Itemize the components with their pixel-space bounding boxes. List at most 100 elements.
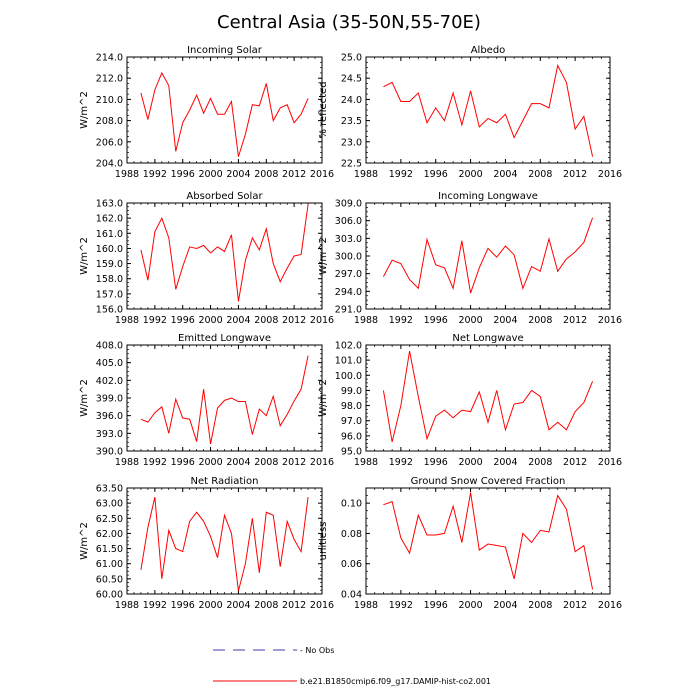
panel-net-longwave-xtick-label: 1992 — [389, 457, 413, 468]
figure-title: Central Asia (35-50N,55-70E) — [217, 12, 481, 33]
panel-emitted-longwave-ytick-label: 396.0 — [96, 411, 123, 422]
panel-absorbed-solar-frame — [126, 202, 323, 310]
panel-albedo-frame — [365, 56, 611, 164]
panel-emitted-longwave-series-line — [140, 355, 309, 445]
panel-incoming-longwave-xtick-label: 2016 — [598, 315, 622, 326]
panel-absorbed-solar: Absorbed Solar W/m^2 1988 1992 1996 2000 2004 2… — [79, 191, 334, 326]
panel-incoming-solar-xtick-label: 1996 — [171, 169, 195, 180]
panel-ground-snow-covered-fraction-ytick-label: 0.10 — [341, 499, 362, 510]
panel-albedo-xtick-label: 2004 — [493, 169, 517, 180]
panel-absorbed-solar-title: Absorbed Solar — [186, 191, 263, 202]
panel-albedo-ytick-label: 23.5 — [341, 116, 362, 127]
panel-emitted-longwave-ytick-label: 408.0 — [96, 341, 123, 352]
panel-incoming-solar-ylabel: W/m^2 — [79, 91, 90, 129]
panel-incoming-longwave-series-line — [382, 217, 594, 294]
panel-incoming-solar-ytick-label: 206.0 — [96, 137, 123, 148]
panel-emitted-longwave: Emitted Longwave W/m^2 1988 1992 1996 2000 200… — [79, 333, 334, 468]
panel-albedo-xtick-label: 2008 — [528, 169, 552, 180]
panel-albedo-ytick-label: 24.0 — [341, 95, 362, 106]
panel-ground-snow-covered-fraction-title: Ground Snow Covered Fraction — [411, 476, 566, 487]
panel-albedo-xtick-label: 2016 — [598, 169, 622, 180]
panel-net-radiation: Net Radiation W/m^2 1988 1992 1996 2000 2004 20… — [79, 476, 334, 611]
panel-incoming-solar-frame — [126, 56, 323, 164]
panel-incoming-longwave-xtick-label: 2008 — [528, 315, 552, 326]
panel-emitted-longwave-title: Emitted Longwave — [178, 333, 271, 344]
panel-ground-snow-covered-fraction-xtick-label: 1988 — [354, 600, 378, 611]
panel-emitted-longwave-xtick-label: 2016 — [310, 457, 334, 468]
panel-net-longwave-xtick-label: 2016 — [598, 457, 622, 468]
panel-net-radiation-ytick-label: 62.00 — [96, 529, 123, 540]
panel-net-longwave-ytick-label: 102.0 — [335, 341, 362, 352]
panel-albedo-title: Albedo — [471, 45, 506, 56]
panel-absorbed-solar-xtick-label: 2016 — [310, 315, 334, 326]
panel-incoming-longwave-ytick-label: 297.0 — [335, 269, 362, 280]
panel-incoming-solar-ytick-label: 208.0 — [96, 116, 123, 127]
panel-emitted-longwave-xtick-label: 2000 — [198, 457, 222, 468]
panel-absorbed-solar-xtick-label: 2008 — [254, 315, 278, 326]
panel-net-radiation-ytick-label: 63.00 — [96, 499, 123, 510]
panel-ground-snow-covered-fraction-series-line — [383, 492, 594, 590]
panel-ground-snow-covered-fraction-xtick-label: 2008 — [528, 600, 552, 611]
panel-incoming-longwave: Incoming Longwave W/m^2 1988 1992 1996 2000 20… — [318, 191, 622, 326]
panel-emitted-longwave-xtick-label: 1988 — [115, 457, 139, 468]
panel-net-longwave: Net Longwave W/m^2 1988 1992 1996 2000 2004 200… — [318, 333, 622, 468]
panel-ground-snow-covered-fraction-ytick-label: 0.06 — [341, 559, 362, 570]
panel-absorbed-solar-xtick-label: 2000 — [198, 315, 222, 326]
panel-incoming-longwave-ytick-label: 291.0 — [335, 305, 362, 316]
panel-net-radiation-xtick-label: 2008 — [254, 600, 278, 611]
panel-incoming-longwave-xtick-label: 1992 — [389, 315, 413, 326]
panel-ground-snow-covered-fraction-xtick-label: 2016 — [598, 600, 622, 611]
panel-incoming-solar-xtick-label: 2004 — [226, 169, 250, 180]
panel-emitted-longwave-ytick-label: 405.0 — [96, 358, 123, 369]
panel-ground-snow-covered-fraction-ytick-label: 0.08 — [341, 529, 362, 540]
panel-incoming-solar-xtick-label: 1988 — [115, 169, 139, 180]
panel-incoming-solar-ytick-label: 204.0 — [96, 159, 123, 170]
panel-net-radiation-ytick-label: 60.50 — [96, 574, 123, 585]
panel-net-radiation-frame — [126, 487, 323, 595]
panel-incoming-longwave-title: Incoming Longwave — [438, 191, 538, 202]
panel-ground-snow-covered-fraction-xtick-label: 1992 — [389, 600, 413, 611]
panel-absorbed-solar-ytick-label: 163.0 — [96, 199, 123, 210]
panel-emitted-longwave-xtick-label: 1992 — [143, 457, 167, 468]
panel-net-longwave-frame — [365, 344, 611, 452]
panel-absorbed-solar-ytick-label: 161.0 — [96, 229, 123, 240]
panel-emitted-longwave-xtick-label: 1996 — [171, 457, 195, 468]
panel-net-radiation-xtick-label: 2012 — [282, 600, 306, 611]
panel-net-radiation-xtick-label: 1988 — [115, 600, 139, 611]
panel-net-longwave-xtick-label: 2008 — [528, 457, 552, 468]
panel-emitted-longwave-ytick-label: 390.0 — [96, 447, 123, 458]
panel-net-longwave-ytick-label: 100.0 — [335, 371, 362, 382]
panel-absorbed-solar-ytick-label: 162.0 — [96, 214, 123, 225]
panel-net-longwave-ylabel: W/m^2 — [318, 379, 329, 417]
panel-absorbed-solar-xtick-label: 2004 — [226, 315, 250, 326]
panel-ground-snow-covered-fraction: Ground Snow Covered Fraction unitless 1988… — [318, 476, 622, 611]
panel-albedo-xtick-label: 1988 — [354, 169, 378, 180]
panel-net-longwave-xtick-label: 1988 — [354, 457, 378, 468]
panel-net-longwave-title: Net Longwave — [452, 333, 523, 344]
panel-ground-snow-covered-fraction-ylabel: unitless — [318, 522, 329, 561]
panel-absorbed-solar-xtick-label: 1988 — [115, 315, 139, 326]
panel-net-longwave-ytick-label: 96.0 — [341, 431, 362, 442]
panel-net-radiation-ytick-label: 61.00 — [96, 559, 123, 570]
panel-ground-snow-covered-fraction-xtick-label: 2004 — [493, 600, 517, 611]
panel-emitted-longwave-ytick-label: 402.0 — [96, 376, 123, 387]
panel-incoming-longwave-xtick-label: 2000 — [458, 315, 482, 326]
legend: - No Obs b.e21.B1850cmip6.f09_g17.DAMIP-… — [213, 646, 491, 686]
panel-incoming-solar-ytick-label: 212.0 — [96, 74, 123, 85]
panel-net-longwave-ytick-label: 99.0 — [341, 386, 362, 397]
legend-model-label: b.e21.B1850cmip6.f09_g17.DAMIP-hist-co2.… — [300, 677, 491, 686]
legend-obs-label: - No Obs — [300, 646, 334, 655]
panel-albedo-xtick-label: 1996 — [424, 169, 448, 180]
panel-net-radiation-ytick-label: 60.00 — [96, 590, 123, 601]
panel-incoming-longwave-ytick-label: 306.0 — [335, 216, 362, 227]
panel-incoming-solar-ytick-label: 214.0 — [96, 53, 123, 64]
panel-incoming-longwave-xtick-label: 1988 — [354, 315, 378, 326]
panel-albedo-ytick-label: 23.0 — [341, 137, 362, 148]
panel-emitted-longwave-xtick-label: 2004 — [226, 457, 250, 468]
panel-emitted-longwave-ytick-label: 399.0 — [96, 394, 123, 405]
panel-incoming-longwave-xtick-label: 2004 — [493, 315, 517, 326]
panel-albedo: Albedo % reflected 1988 1992 1996 2000 2004 200… — [318, 45, 622, 180]
panel-emitted-longwave-ylabel: W/m^2 — [79, 379, 90, 417]
